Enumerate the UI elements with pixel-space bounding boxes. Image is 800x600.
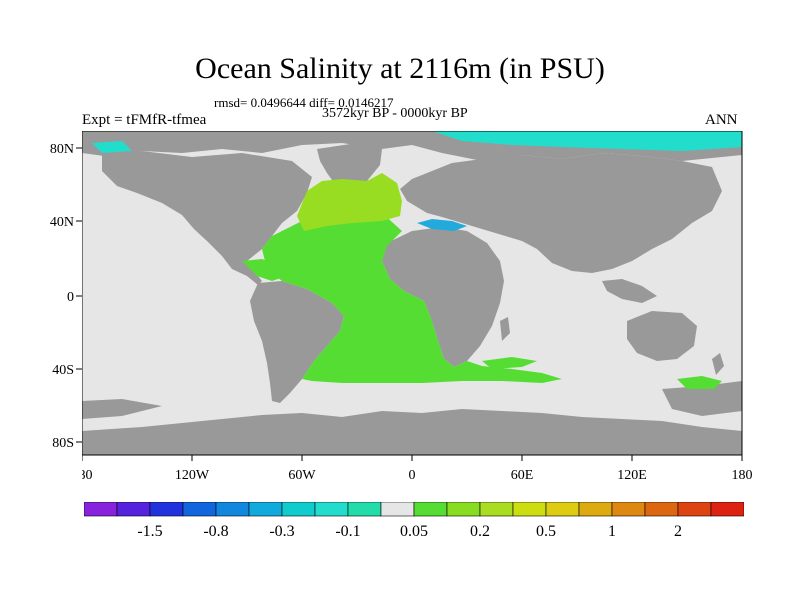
colorbar-swatch [248,502,283,517]
page-title: Ocean Salinity at 2116m (in PSU) [195,52,605,85]
eurasia-land [400,153,722,273]
colorbar: -1.5 -0.8 -0.3 -0.1 0.05 0.2 0.5 1 2 [84,502,744,540]
north-atlantic-anomaly [297,173,402,231]
lat-tick-label: 40N [50,215,74,230]
lon-tick-label: 120E [617,468,647,483]
atlantic-anomaly [262,211,562,383]
lat-tick-label: 80N [50,142,74,157]
north-america-land [102,151,312,263]
colorbar-swatch [84,502,118,517]
colorbar-swatch [545,502,580,517]
season-label: ANN [705,112,738,128]
mediterranean-anomaly [417,219,467,231]
madagascar-land [500,317,510,341]
indian-ocean-anomaly [482,357,537,369]
lat-tick-label: 80S [52,436,74,451]
colorbar-label: 2 [674,523,682,540]
colorbar-label: -0.8 [203,523,228,540]
experiment-label: Expt = tFMfR-tfmea [82,112,207,128]
antarctica-shelf [82,399,162,419]
colorbar-label: 0.05 [400,523,428,540]
colorbar-swatch [182,502,217,517]
lat-tick-label: 0 [67,290,74,305]
colorbar-swatch [215,502,250,517]
colorbar-swatch [314,502,349,517]
colorbar-swatch [116,502,151,517]
latitude-axis: 80N 40N 0 40S 80S [50,142,82,451]
lon-tick-label: 60E [511,468,534,483]
longitude-axis: 180 120W 60W 0 60E 120E 180 [82,455,753,483]
southeast-asia-islands [602,279,657,303]
colorbar-swatch [413,502,448,517]
colorbar-swatch [611,502,646,517]
lat-tick-label: 40S [52,363,74,378]
colorbar-swatch [578,502,613,517]
salinity-map: 180 120W 60W 0 60E 120E 180 [82,131,753,483]
colorbar-label: 0.2 [470,523,490,540]
new-zealand-land [712,353,724,375]
arctic-anomaly-west [92,141,132,153]
colorbar-swatch [347,502,382,517]
colorbar-swatch [710,502,744,517]
antarctica-shelf-east [662,381,742,416]
antarctica-land [82,409,742,455]
africa-land [382,227,504,367]
rmsd-diff-stats: rmsd= 0.0496644 diff= 0.0146217 [214,95,394,110]
colorbar-swatch [380,502,415,517]
arctic-anomaly [432,131,742,151]
colorbar-label: 1 [608,523,616,540]
colorbar-swatch [479,502,514,517]
colorbar-swatch [644,502,679,517]
colorbar-label: -0.1 [335,523,360,540]
colorbar-label: 0.5 [536,523,556,540]
central-america-land [222,256,262,285]
colorbar-swatch [149,502,184,517]
southern-ocean-anomaly [677,376,722,389]
lon-tick-label: 120W [175,468,210,483]
lon-tick-label: 0 [409,468,416,483]
colorbar-label: -1.5 [137,523,162,540]
colorbar-swatch [281,502,316,517]
colorbar-swatch [446,502,481,517]
caribbean-anomaly [242,259,287,281]
colorbar-swatch [677,502,712,517]
lon-tick-label: 180 [82,468,93,483]
colorbar-swatch [512,502,547,517]
lon-tick-label: 180 [732,468,753,483]
time-period: 3572kyr BP - 0000kyr BP [322,106,468,121]
australia-land [627,311,697,361]
lon-tick-label: 60W [288,468,316,483]
south-america-land [250,281,344,403]
colorbar-label: -0.3 [269,523,294,540]
plot-area [82,131,743,456]
